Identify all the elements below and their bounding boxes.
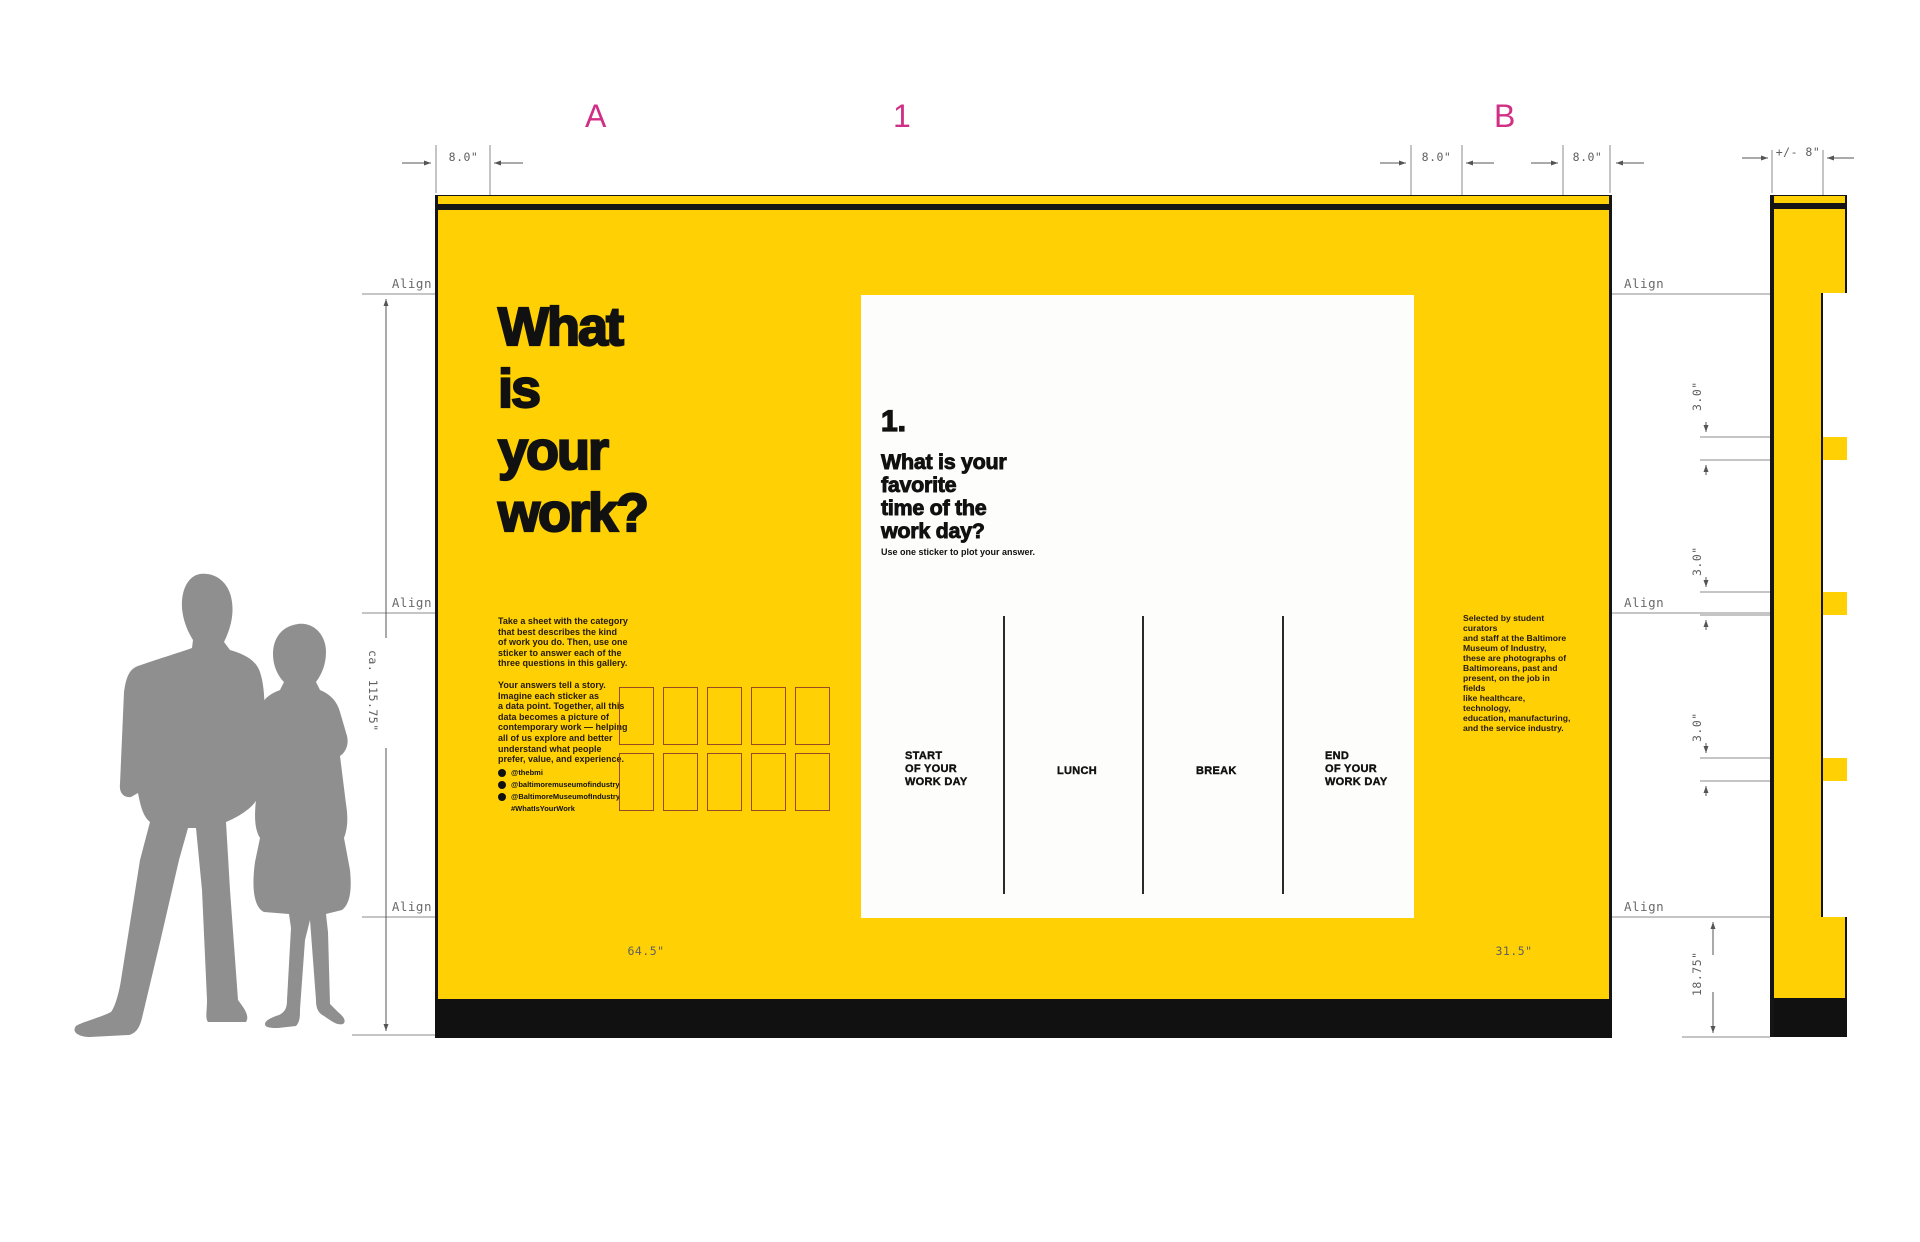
dim-rail-2: 3.0" [1690, 546, 1704, 576]
question-panel: 1. What is your favorite time of the wor… [861, 295, 1414, 918]
intro-paragraph-2: Your answers tell a story. Imagine each … [498, 679, 628, 765]
dim-offset-b-right: 8.0" [1572, 150, 1603, 164]
section-header-cap [1770, 195, 1847, 293]
wall-section-view [1770, 195, 1847, 1037]
section-sticker-rail [1823, 437, 1847, 460]
photo-frame-grid [619, 687, 830, 811]
photo-frame [795, 753, 830, 811]
section-base-kick [1770, 998, 1847, 1037]
align-label-left-3: Align [391, 899, 432, 914]
align-label-left-2: Align [391, 595, 432, 610]
photo-frame [707, 753, 742, 811]
wall-base-kick [435, 999, 1612, 1038]
dim-offset-b-left: 8.0" [1421, 150, 1452, 164]
question-instruction: Use one sticker to plot your answer. [881, 547, 1036, 557]
column-divider [1003, 616, 1005, 894]
photo-frame [663, 753, 698, 811]
dim-panel-b-width: 31.5" [1495, 944, 1533, 958]
section-marker-1: 1 [893, 98, 911, 134]
column-label-lunch: LUNCH [1057, 765, 1097, 777]
woman-silhouette [253, 623, 351, 1028]
photo-frame [619, 687, 654, 745]
dim-base-height: 18.75" [1690, 951, 1704, 997]
photo-frame [707, 687, 742, 745]
social-block: @thebmi @baltimoremuseumofindustry @Balt… [498, 768, 620, 813]
social-icon-1 [498, 768, 506, 777]
section-sticker-rail [1823, 758, 1847, 781]
section-wall-column [1770, 293, 1823, 917]
photo-frame [619, 753, 654, 811]
column-label-break: BREAK [1196, 765, 1237, 777]
photo-frame [751, 687, 786, 745]
intro-copy-block: Take a sheet with the category that best… [498, 616, 640, 765]
column-label-start: START OF YOUR WORK DAY [905, 750, 968, 788]
social-row-3: @BaltimoreMuseumofIndustry [498, 792, 620, 801]
social-hashtag: #WhatIsYourWork [511, 804, 575, 813]
column-divider [1142, 616, 1144, 894]
section-front-edge [1770, 195, 1774, 1037]
align-label-right-3: Align [1624, 899, 1665, 914]
social-handle-1: @thebmi [511, 768, 543, 777]
section-bottom-block [1770, 917, 1847, 998]
man-silhouette [74, 573, 265, 1037]
dim-total-height: ca. 115.75" [366, 650, 380, 732]
align-label-right-2: Align [1624, 595, 1665, 610]
section-marker-a: A [585, 98, 607, 134]
dim-depth: +/- 8" [1775, 145, 1821, 159]
photo-frame [751, 753, 786, 811]
social-row-1: @thebmi [498, 768, 620, 777]
dim-rail-1: 3.0" [1690, 381, 1704, 411]
wall-headline: What is your work? [497, 296, 650, 544]
social-handle-3: @BaltimoreMuseumofIndustry [511, 792, 620, 801]
dim-panel-a-width: 64.5" [627, 944, 665, 958]
social-handle-2: @baltimoremuseumofindustry [511, 780, 620, 789]
question-number: 1. [880, 404, 907, 438]
scale-figures-silhouette [74, 573, 351, 1037]
curator-note: Selected by student curators and staff a… [1463, 613, 1571, 733]
gallery-wall-elevation: What is your work? Take a sheet with the… [435, 195, 1612, 1038]
column-label-end: END OF YOUR WORK DAY [1325, 750, 1388, 788]
section-marker-b: B [1494, 98, 1516, 134]
align-label-right-1: Align [1624, 276, 1665, 291]
photo-frame [663, 687, 698, 745]
align-label-left-1: Align [391, 276, 432, 291]
social-row-2: @baltimoremuseumofindustry [498, 780, 620, 789]
photo-frame [795, 687, 830, 745]
section-top-rail [1770, 203, 1845, 209]
question-title: What is your favorite time of the work d… [881, 450, 1008, 543]
wall-top-rail [438, 204, 1609, 210]
column-divider [1282, 616, 1284, 894]
social-icon-2 [498, 780, 506, 789]
social-icon-3 [498, 792, 506, 801]
answer-plot-area: START OF YOUR WORK DAY LUNCH BREAK END O… [861, 614, 1414, 918]
section-sticker-rail [1823, 592, 1847, 615]
dim-rail-3: 3.0" [1690, 712, 1704, 742]
intro-paragraph-1: Take a sheet with the category that best… [498, 616, 628, 669]
dim-offset-left: 8.0" [448, 150, 479, 164]
